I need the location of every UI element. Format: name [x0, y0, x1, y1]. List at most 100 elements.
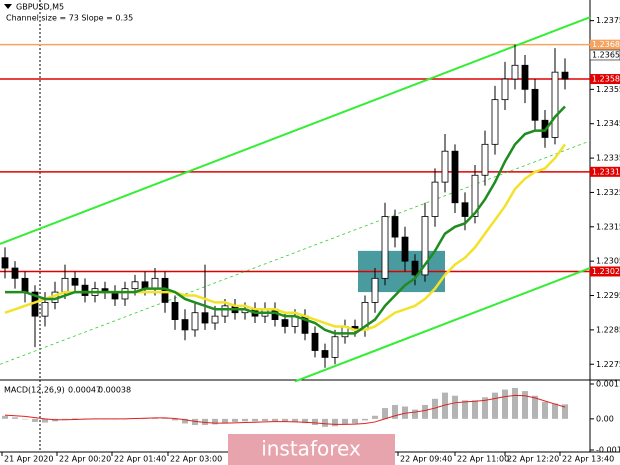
x-tick-label: 21 Apr 2020	[4, 455, 53, 464]
macd-bar	[542, 401, 548, 419]
y-tick-label: 1.2285	[596, 325, 620, 334]
level-label-box	[590, 266, 620, 277]
candle-body	[131, 281, 139, 290]
channel-line	[294, 267, 591, 383]
y-tick-label: 1.2335	[596, 154, 620, 163]
level-label: 1.2358	[592, 75, 620, 84]
macd-bar	[212, 418, 218, 425]
macd-bar	[242, 418, 248, 422]
watermark: instaforex	[261, 437, 361, 461]
candle-body	[171, 301, 179, 320]
candle-body	[491, 99, 499, 145]
candle-body	[531, 88, 539, 121]
x-tick-label: 22 Apr 09:40	[400, 455, 452, 464]
macd-bar	[2, 415, 8, 419]
macd-bar	[32, 418, 38, 422]
candle-body	[321, 350, 329, 358]
macd-bar	[192, 418, 198, 426]
candle-body	[221, 305, 229, 317]
candle-body	[281, 319, 289, 327]
macd-bar	[392, 404, 398, 419]
candle-body	[451, 150, 459, 204]
candle-body	[211, 315, 219, 324]
candle-body	[561, 71, 569, 80]
candle-body	[61, 277, 69, 293]
macd-bar	[462, 400, 468, 419]
plot-area: 1.2375 1.2365 1.2355 1.2345 1.2335 1.2325 1.23…	[0, 16, 620, 464]
macd-bar	[532, 395, 538, 419]
macd-bar	[362, 418, 368, 421]
macd-bar	[332, 418, 338, 427]
candle-body	[481, 143, 489, 176]
candle-body	[521, 64, 529, 90]
macd-bar	[182, 418, 188, 424]
chart-subtitle: Channel size = 73 Slope = 0.35	[6, 14, 133, 23]
candle-body	[411, 260, 419, 276]
candle-body	[311, 332, 319, 351]
y-tick-label: 1.2355	[596, 85, 620, 94]
macd-bar	[222, 418, 228, 424]
macd-bar	[322, 418, 328, 427]
level-label-box	[590, 74, 620, 85]
macd-bar	[202, 418, 208, 426]
candle-body	[181, 319, 189, 331]
macd-bar	[472, 400, 478, 419]
y-tick-label: 1.2315	[596, 222, 620, 231]
macd-bar	[402, 406, 408, 419]
macd-bar	[262, 418, 268, 422]
macd-bar	[342, 418, 348, 425]
macd-bar	[382, 408, 388, 419]
macd-value: 0.00047	[68, 386, 101, 395]
macd-bar	[432, 398, 438, 419]
macd-bar	[252, 418, 258, 422]
y-tick-label: 1.2345	[596, 119, 620, 128]
candle-body	[191, 312, 199, 331]
y-tick-label: 1.2375	[596, 16, 620, 25]
macd-bar	[282, 418, 288, 422]
y-tick-label: 1.2325	[596, 188, 620, 197]
candle-body	[421, 216, 429, 276]
candle-body	[151, 277, 159, 290]
x-tick-label: 22 Apr 01:40	[114, 455, 166, 464]
macd-bar	[482, 397, 488, 419]
candle-body	[331, 336, 339, 358]
macd-bar	[442, 392, 448, 419]
candle-body	[41, 301, 49, 317]
candle-body	[81, 284, 89, 296]
macd-bar	[552, 403, 558, 419]
candle-body	[391, 216, 399, 238]
x-tick-label: 22 Apr 13:40	[562, 455, 614, 464]
macd-y-tick-label: -0.00101	[596, 446, 620, 455]
candle-body	[441, 150, 449, 183]
candle-body	[511, 64, 519, 80]
macd-bar	[292, 418, 298, 422]
macd-bar	[272, 418, 278, 422]
last-price-box	[589, 49, 620, 61]
candle-body	[551, 71, 559, 138]
macd-bar	[512, 388, 518, 419]
macd-signal	[4, 394, 566, 425]
candle-body	[11, 267, 19, 279]
header-triangle	[4, 4, 12, 9]
x-tick-label: 22 Apr 11:00	[457, 455, 509, 464]
macd-bar	[562, 404, 568, 419]
macd-bar	[522, 391, 528, 419]
macd-bar	[232, 418, 238, 422]
macd-y-tick-label: 0.00	[596, 414, 614, 423]
macd-signal-value: 0.00038	[98, 386, 131, 395]
candle-body	[21, 277, 29, 293]
x-tick-label: 22 Apr 00:20	[59, 455, 111, 464]
macd-bar	[42, 418, 48, 423]
watermark-box	[228, 434, 395, 465]
candle-body	[201, 312, 209, 324]
macd-bar	[352, 418, 358, 424]
macd-bar	[62, 418, 68, 420]
x-tick-label: 22 Apr 12:20	[507, 455, 559, 464]
macd-bar	[452, 395, 458, 419]
x-tick-label: 22 Apr 03:00	[170, 455, 222, 464]
candle-body	[471, 174, 479, 217]
macd-bar	[302, 418, 308, 424]
candle-body	[401, 236, 409, 262]
level-label: 1.2368	[592, 40, 620, 49]
macd-bar	[312, 418, 318, 426]
